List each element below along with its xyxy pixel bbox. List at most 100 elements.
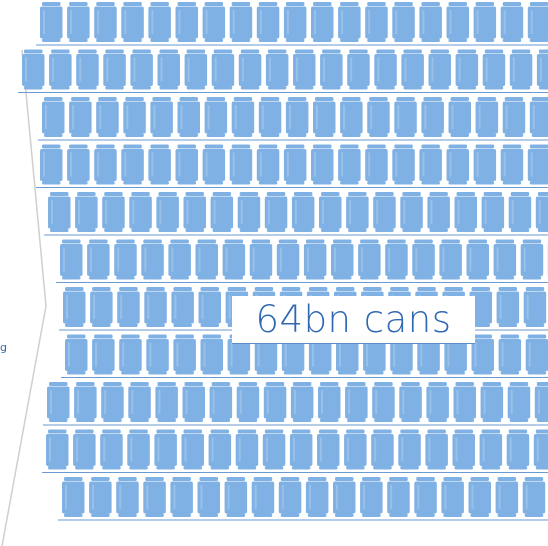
can-icon: [285, 97, 309, 137]
can-icon: [533, 429, 548, 470]
can-icon: [237, 192, 261, 232]
can-icon: [181, 429, 204, 470]
can-icon: [22, 49, 45, 90]
can-icon: [175, 2, 198, 42]
can-icon: [143, 477, 166, 517]
can-icon: [76, 49, 99, 90]
can-icon: [498, 334, 522, 375]
can-icon: [452, 429, 475, 470]
can-icon: [527, 144, 548, 185]
can-icon: [168, 239, 191, 280]
can-icon: [40, 2, 63, 42]
can-icon: [507, 382, 531, 422]
can-icon: [236, 382, 260, 422]
can-icon: [340, 97, 363, 137]
can-icon: [208, 429, 232, 470]
can-icon: [200, 334, 223, 375]
can-icon: [89, 477, 112, 517]
can-icon: [496, 287, 520, 327]
can-icon: [42, 97, 65, 137]
can-icon: [265, 49, 289, 90]
can-icon: [385, 239, 408, 280]
can-icon: [448, 97, 471, 137]
can-icon: [224, 477, 248, 517]
can-icon: [74, 382, 97, 422]
can-icon: [392, 144, 415, 185]
can-icon: [338, 2, 361, 42]
can-icon: [144, 287, 167, 327]
can-icon: [473, 2, 497, 42]
can-icon: [256, 144, 280, 185]
can-icon: [229, 2, 253, 42]
can-icon: [367, 97, 390, 137]
can-icon: [276, 239, 300, 280]
can-icon: [114, 239, 137, 280]
can-icon: [103, 49, 126, 90]
can-icon: [49, 49, 72, 90]
can-icon: [333, 477, 356, 517]
can-icon: [365, 144, 388, 185]
can-icon: [197, 477, 220, 517]
can-icon: [127, 429, 150, 470]
can-icon: [283, 144, 307, 185]
can-icon: [210, 192, 234, 232]
can-icon: [473, 144, 497, 185]
arrow-outline: [1, 49, 47, 546]
can-icon: [198, 287, 221, 327]
can-icon: [417, 334, 440, 375]
can-icon: [318, 382, 341, 422]
can-icon: [173, 334, 196, 375]
can-icon: [182, 382, 205, 422]
can-count-label: 64bn cans: [232, 296, 475, 344]
can-icon: [401, 49, 424, 90]
can-icon: [65, 334, 88, 375]
can-icon: [419, 2, 442, 42]
can-icon: [62, 477, 85, 517]
can-icon: [150, 97, 173, 137]
can-icon: [344, 429, 367, 470]
can-icon: [317, 429, 340, 470]
can-icon: [536, 49, 548, 90]
can-icon: [358, 239, 381, 280]
can-icon: [525, 334, 548, 375]
can-icon: [394, 97, 417, 137]
cropped-side-text: g: [0, 341, 7, 354]
can-icon: [425, 429, 448, 470]
can-icon: [372, 382, 395, 422]
can-icon: [347, 49, 370, 90]
can-icon: [345, 382, 368, 422]
can-icon: [454, 192, 477, 232]
can-icon: [319, 192, 342, 232]
can-icon: [60, 239, 83, 280]
can-icon: [502, 97, 526, 137]
can-icon: [446, 144, 469, 185]
can-icon: [96, 97, 119, 137]
can-icon: [123, 97, 146, 137]
can-icon: [453, 382, 476, 422]
can-icon: [303, 239, 327, 280]
can-icon: [365, 2, 388, 42]
can-icon: [520, 239, 544, 280]
can-icon: [289, 429, 313, 470]
can-icon: [73, 429, 96, 470]
can-icon: [211, 49, 235, 90]
can-icon: [466, 239, 489, 280]
can-icon: [455, 49, 479, 90]
can-icon: [90, 287, 113, 327]
can-icon: [360, 477, 383, 517]
can-icon: [63, 287, 86, 327]
can-icon: [529, 97, 548, 137]
can-icon: [262, 429, 286, 470]
can-icon: [141, 239, 164, 280]
can-icon: [481, 192, 505, 232]
can-icon: [534, 382, 548, 422]
can-icon: [117, 287, 140, 327]
can-count-text: 64bn cans: [255, 298, 452, 341]
can-icon: [177, 97, 200, 137]
can-icon: [121, 144, 144, 185]
can-icon: [371, 429, 394, 470]
can-icon: [426, 382, 449, 422]
can-icon: [67, 144, 90, 185]
can-icon: [69, 97, 92, 137]
can-icon: [263, 382, 287, 422]
